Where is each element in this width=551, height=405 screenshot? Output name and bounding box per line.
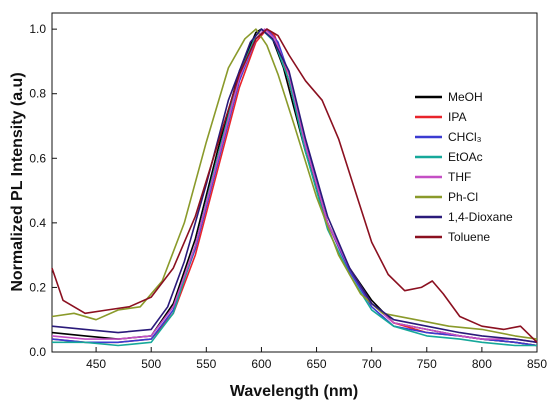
legend-label: IPA (448, 110, 466, 124)
series-line-toluene (51, 28, 538, 343)
legend-label: MeOH (448, 90, 483, 104)
legend: MeOH IPA CHCl₃ EtOAc THF Ph-Cl 1,4-Dioxane Tolu… (415, 90, 513, 244)
series-line-meoh (51, 28, 538, 347)
x-axis-ticks: 450 500 550 600 650 700 750 800 850 (86, 347, 547, 371)
series-line-1-4-dioxane (51, 28, 538, 344)
x-tick-label: 550 (196, 357, 216, 371)
x-tick-label: 750 (417, 357, 437, 371)
series-line-ph-cl (51, 28, 538, 340)
series-line-thf (51, 28, 538, 344)
x-tick-label: 700 (362, 357, 382, 371)
x-tick-label: 600 (251, 357, 271, 371)
legend-label: 1,4-Dioxane (448, 210, 513, 224)
y-axis-title: Normalized PL Intensity (a.u) (9, 72, 26, 291)
x-tick-label: 800 (472, 357, 492, 371)
series-line-chcl (51, 28, 538, 347)
legend-label: THF (448, 170, 471, 184)
y-tick-label: 0.8 (29, 87, 46, 101)
x-tick-label: 500 (141, 357, 161, 371)
legend-label: EtOAc (448, 150, 483, 164)
legend-label: Toluene (448, 230, 490, 244)
y-tick-label: 0.0 (29, 345, 46, 359)
y-tick-label: 0.2 (29, 280, 46, 294)
series-line-etoac (52, 28, 537, 347)
y-tick-label: 1.0 (29, 22, 46, 36)
series-layer (51, 28, 538, 347)
y-tick-label: 0.4 (29, 216, 46, 230)
plot-frame (51, 12, 538, 353)
legend-label: Ph-Cl (448, 190, 478, 204)
x-tick-label: 850 (527, 357, 547, 371)
legend-label: CHCl₃ (448, 130, 482, 144)
x-tick-label: 450 (86, 357, 106, 371)
series-line-ipa (51, 28, 538, 347)
y-tick-label: 0.6 (29, 151, 46, 165)
y-axis-ticks: 0.0 0.2 0.4 0.6 0.8 1.0 (29, 22, 57, 359)
x-tick-label: 650 (307, 357, 327, 371)
x-axis-title: Wavelength (nm) (230, 383, 358, 400)
